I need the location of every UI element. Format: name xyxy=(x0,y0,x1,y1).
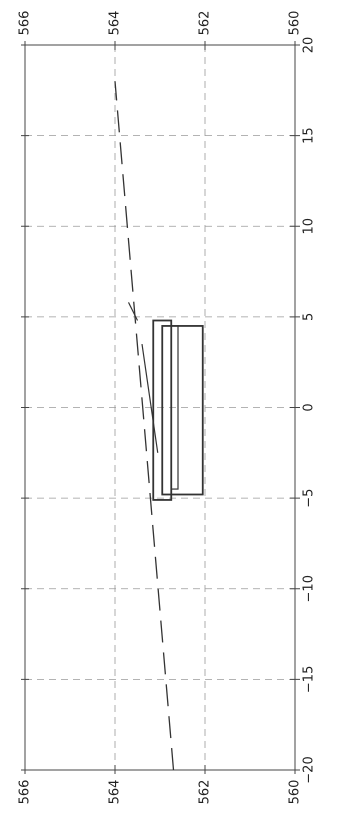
dashed-series-line xyxy=(114,81,175,771)
upper-slab xyxy=(170,325,179,490)
y-tick-label-top: 564 xyxy=(108,11,123,36)
x-tick-label: −20 xyxy=(302,756,317,783)
y-tick-label-top: 562 xyxy=(198,11,213,36)
x-tick-label: 10 xyxy=(302,218,317,235)
x-tick-label: 20 xyxy=(302,37,317,54)
y-tick-label-top: 560 xyxy=(288,11,303,36)
x-tick-label: −10 xyxy=(302,575,317,602)
short-line xyxy=(141,343,159,453)
x-tick-label: 5 xyxy=(302,313,317,321)
y-tick-label-bottom: 562 xyxy=(198,780,213,805)
y-tick-label-bottom: 560 xyxy=(288,780,303,805)
angled-line xyxy=(127,302,139,321)
x-tick-label: 0 xyxy=(302,403,317,411)
y-tick-label-bottom: 564 xyxy=(108,780,123,805)
inner-box xyxy=(161,325,204,496)
y-tick-label-top: 566 xyxy=(18,11,33,36)
x-tick-label: −15 xyxy=(302,666,317,693)
y-tick-label-bottom: 566 xyxy=(18,780,33,805)
x-tick-label: 15 xyxy=(302,127,317,144)
x-tick-label: −5 xyxy=(302,489,317,508)
